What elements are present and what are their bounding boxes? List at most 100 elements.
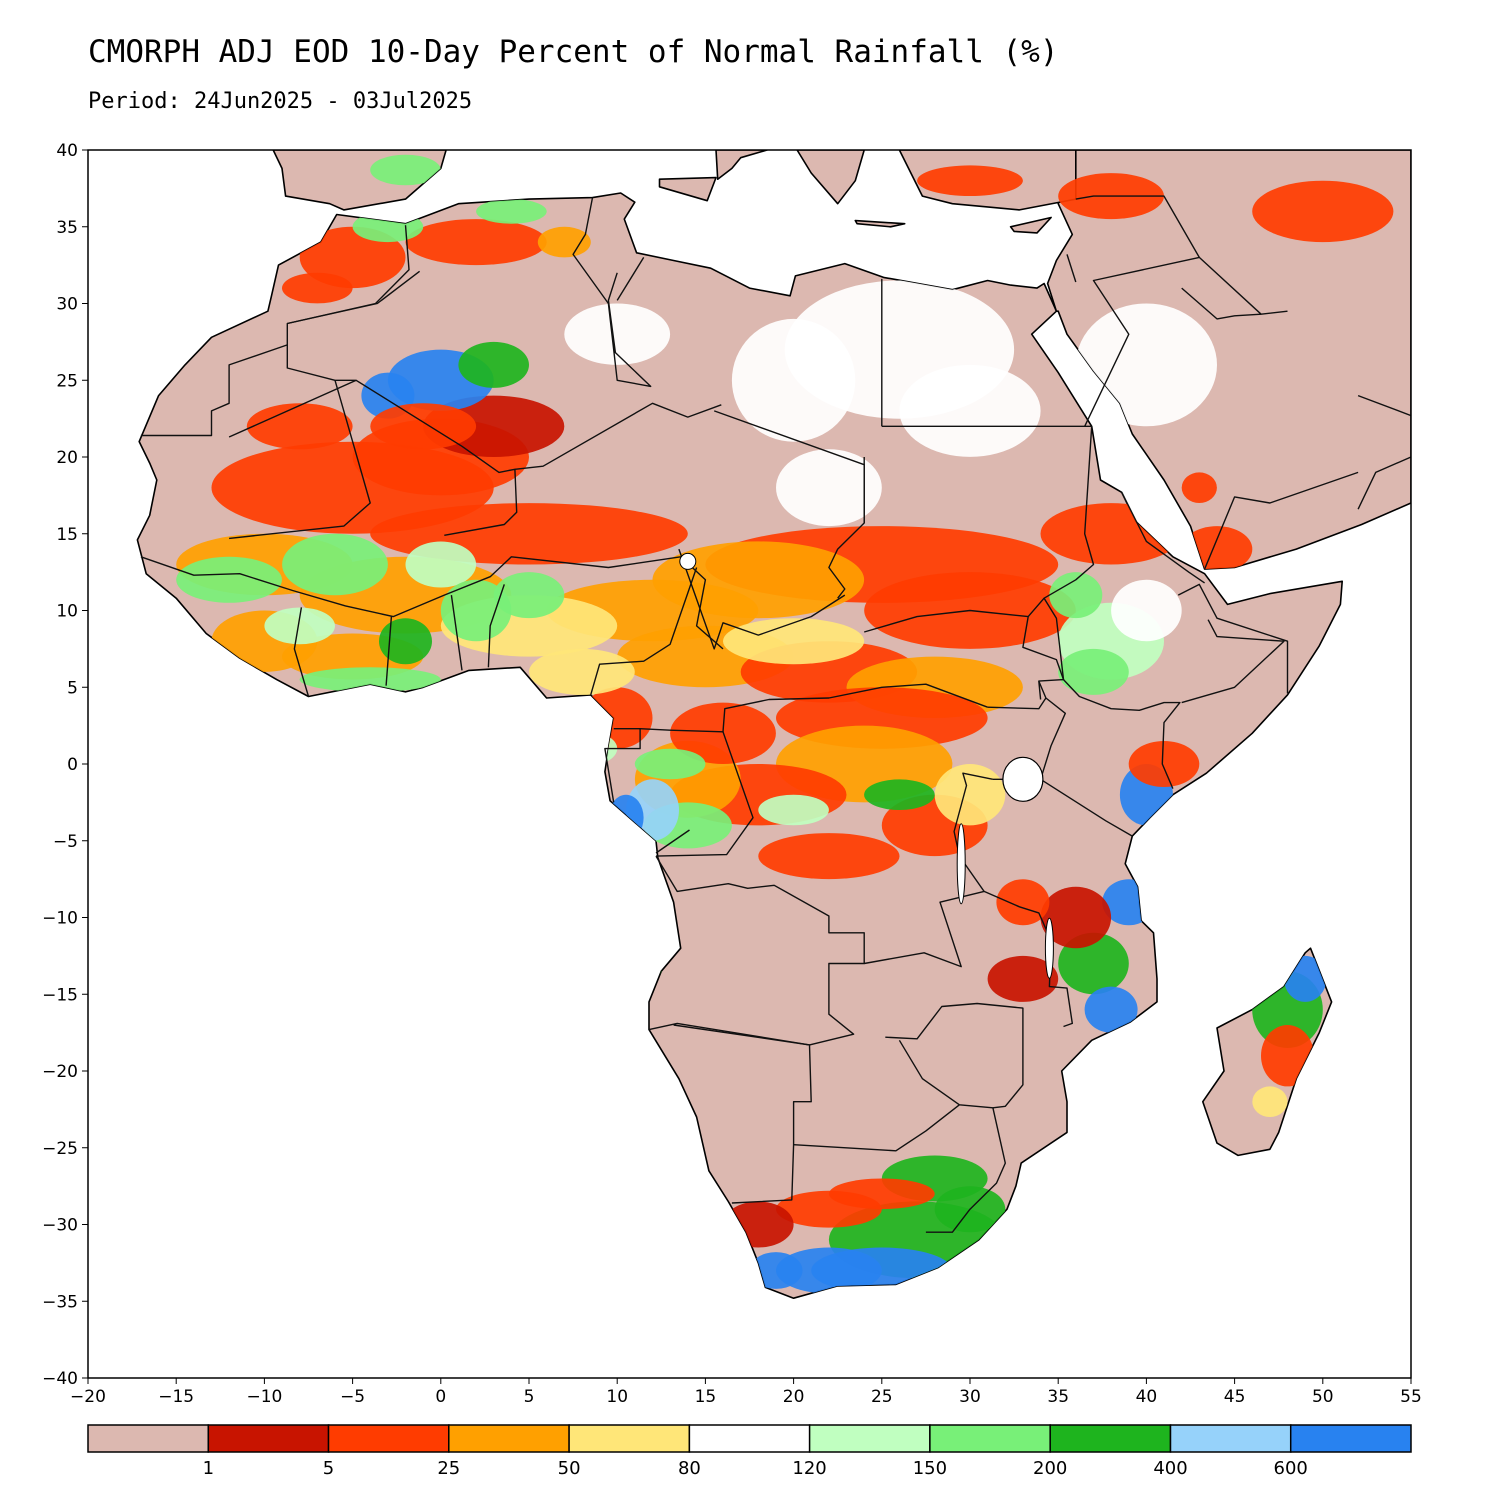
legend-label: 200 <box>1033 1458 1067 1479</box>
rainfall-patch <box>1040 886 1112 949</box>
country-border <box>487 584 505 668</box>
x-tick-label: 40 <box>1136 1387 1158 1407</box>
x-tick-label: 55 <box>1400 1387 1422 1407</box>
country-border <box>287 225 410 325</box>
legend-swatch <box>87 1424 210 1453</box>
longitude-axis: −20 −15 −10 −5 0 5 10 15 20 25 30 35 40 45 50 55 <box>70 1378 1422 1407</box>
country-border <box>1043 426 1095 680</box>
rainfall-patch <box>564 303 671 365</box>
arabian-peninsula-landmass <box>1046 150 1411 570</box>
rainfall-patch <box>864 779 935 810</box>
y-tick-label: 20 <box>56 448 78 468</box>
rainfall-patch <box>282 272 353 304</box>
country-border <box>1177 583 1289 694</box>
y-tick-label: −40 <box>42 1369 78 1389</box>
legend-label: 1 <box>203 1458 214 1479</box>
rainfall-patch <box>529 648 635 695</box>
y-tick-label: −35 <box>42 1292 78 1312</box>
y-tick-label: −15 <box>42 985 78 1005</box>
y-tick-label: −5 <box>53 832 78 852</box>
country-border <box>655 829 690 854</box>
legend-label: 5 <box>323 1458 334 1479</box>
country-border <box>648 1022 812 1204</box>
country-border <box>713 410 865 523</box>
country-border <box>590 567 698 696</box>
legend-label: 80 <box>678 1458 701 1479</box>
x-tick-label: −10 <box>246 1387 282 1407</box>
y-tick-label: 30 <box>56 295 78 315</box>
x-tick-label: 35 <box>1047 1387 1069 1407</box>
y-tick-label: 10 <box>56 602 78 622</box>
lake-victoria <box>1002 756 1044 802</box>
rainfall-patch <box>996 879 1050 926</box>
y-tick-label: 0 <box>67 755 78 775</box>
x-tick-label: 20 <box>783 1387 805 1407</box>
rainfall-patch <box>299 226 406 289</box>
rainfall-patch <box>370 154 441 186</box>
legend-label: 25 <box>437 1458 460 1479</box>
rainfall-patch <box>282 533 388 596</box>
country-border <box>864 597 1045 633</box>
country-border <box>1181 619 1285 704</box>
rainfall-patch <box>264 607 336 645</box>
country-border <box>1121 491 1205 584</box>
rainfall-patch <box>758 794 829 826</box>
legend-swatch <box>1169 1424 1292 1453</box>
country-border <box>1357 394 1411 417</box>
y-tick-label: −20 <box>42 1062 78 1082</box>
country-border <box>613 683 988 733</box>
rainfall-patch <box>1111 579 1182 642</box>
rainfall-patch <box>370 403 477 450</box>
country-borders <box>140 195 1411 1233</box>
country-border <box>678 548 846 650</box>
rainfall-patch <box>1049 572 1103 619</box>
legend-swatch <box>688 1424 811 1453</box>
rainfall-patch <box>176 556 282 603</box>
rainfall-patch <box>917 165 1023 196</box>
y-tick-label: −25 <box>42 1139 78 1159</box>
country-border <box>1066 254 1077 283</box>
country-border <box>229 380 371 540</box>
country-border <box>607 272 652 388</box>
country-border <box>987 697 1047 710</box>
country-border <box>140 344 357 438</box>
x-tick-label: −15 <box>158 1387 194 1407</box>
country-border <box>655 855 865 1046</box>
legend-label: 150 <box>913 1458 947 1479</box>
country-border <box>925 1107 1006 1233</box>
legend-swatch <box>1049 1424 1172 1453</box>
x-tick-label: 25 <box>871 1387 893 1407</box>
country-border <box>864 772 994 968</box>
x-tick-label: 45 <box>1224 1387 1246 1407</box>
y-tick-label: −30 <box>42 1216 78 1236</box>
legend-swatch <box>327 1424 450 1453</box>
rainfall-patch <box>246 403 353 450</box>
x-tick-label: 5 <box>524 1387 535 1407</box>
country-border <box>385 616 393 686</box>
x-tick-label: −5 <box>340 1387 365 1407</box>
x-tick-label: 10 <box>606 1387 628 1407</box>
country-border <box>1203 471 1359 570</box>
country-border <box>655 731 754 857</box>
rainfall-patch <box>405 219 547 266</box>
legend-swatch <box>448 1424 570 1453</box>
y-tick-label: 5 <box>67 678 78 698</box>
color-legend: 1 5 25 50 80 120 150 200 400 600 <box>87 1424 1412 1479</box>
rainfall-patch <box>776 449 882 527</box>
y-tick-label: −10 <box>42 909 78 929</box>
lake-tanganyika <box>956 823 966 905</box>
lake-malawi <box>1044 917 1054 979</box>
rainfall-patch <box>1252 180 1394 243</box>
legend-swatch <box>568 1424 691 1453</box>
country-border <box>616 257 645 301</box>
sicily-landmass <box>658 176 717 202</box>
rainfall-patch <box>1084 986 1138 1033</box>
x-tick-label: 30 <box>959 1387 981 1407</box>
legend-label: 120 <box>792 1458 826 1479</box>
italy-landmass <box>715 150 768 180</box>
country-border <box>293 607 310 697</box>
y-tick-label: 35 <box>56 218 78 238</box>
country-border <box>1038 680 1067 780</box>
rainfall-patch <box>634 748 706 780</box>
